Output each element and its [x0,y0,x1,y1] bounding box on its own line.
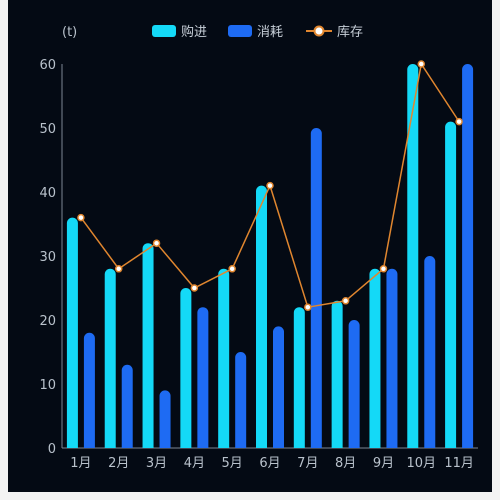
purchase-bar[interactable] [66,217,78,448]
x-tick-label: 3月 [146,456,167,471]
purchase-bar[interactable] [256,185,267,448]
x-tick-label: 6月 [259,456,280,471]
purchase-bar[interactable] [369,268,381,448]
legend-swatch [152,25,176,37]
x-tick-label: 7月 [297,456,318,471]
x-tick-label: 8月 [335,456,356,471]
x-tick-label: 11月 [444,456,474,471]
stock-point[interactable] [190,284,199,292]
x-tick-label: 2月 [108,456,129,471]
y-tick-label: 0 [48,442,56,457]
x-tick-label: 4月 [184,456,205,471]
chart-legend[interactable]: 购进 消耗 库存 [152,24,363,40]
x-tick-label: 10月 [406,456,436,471]
y-tick-label: 10 [39,378,56,393]
stock-point[interactable] [114,265,123,273]
consumption-bar[interactable] [462,64,474,448]
stock-point[interactable] [266,181,274,190]
legend-label: 库存 [337,24,363,40]
y-tick-label: 50 [39,122,56,137]
consumption-bar[interactable] [310,128,322,448]
legend-swatch-marker [313,25,325,37]
y-axis: 0 10 20 30 40 50 60 [39,58,63,457]
consumption-bar[interactable] [121,364,133,448]
stock-point[interactable] [417,60,426,68]
legend-label: 购进 [181,24,207,40]
y-tick-label: 30 [39,250,56,265]
purchase-bar[interactable] [293,307,305,448]
purchase-bar[interactable] [180,288,192,448]
y-unit-label: (t) [62,25,77,40]
stock-point[interactable] [304,303,312,311]
y-tick-label: 40 [39,186,56,201]
x-tick-label: 9月 [373,456,394,471]
purchase-bar[interactable] [104,268,116,448]
x-tick-label: 5月 [222,456,243,471]
purchase-bar[interactable] [407,64,419,448]
legend-swatch [228,25,252,37]
y-tick-label: 20 [39,314,56,329]
purchase-bar[interactable] [331,300,343,448]
purchase-bar[interactable] [445,121,457,448]
stock-point[interactable] [379,265,388,273]
stock-point[interactable] [77,213,85,222]
consumption-bar[interactable] [348,320,360,448]
purchase-bar[interactable] [142,243,154,448]
consumption-bar[interactable] [197,307,209,448]
x-tick-label: 1月 [70,456,91,471]
consumption-bar[interactable] [235,352,247,448]
x-axis: 1月 2月 3月 4月 5月 6月 7月 8月 9月 10月 11月 [62,447,478,471]
stock-point[interactable] [228,265,236,273]
consumption-bar[interactable] [83,332,95,448]
consumption-bar[interactable] [386,268,398,448]
y-tick-label: 60 [39,58,56,73]
consumption-bar[interactable] [273,326,284,448]
bars [66,64,474,448]
stock-line [77,60,463,311]
stock-point[interactable] [455,117,463,126]
purchase-bar[interactable] [218,268,230,448]
legend-item-purchase[interactable]: 购进 [152,24,207,40]
consumption-bar[interactable] [424,256,436,448]
consumption-bar[interactable] [159,390,171,448]
stock-point[interactable] [341,297,350,305]
legend-item-stock[interactable]: 库存 [306,24,363,40]
legend-label: 消耗 [257,25,283,40]
stock-point[interactable] [152,239,161,247]
legend-item-consumption[interactable]: 消耗 [228,25,283,40]
